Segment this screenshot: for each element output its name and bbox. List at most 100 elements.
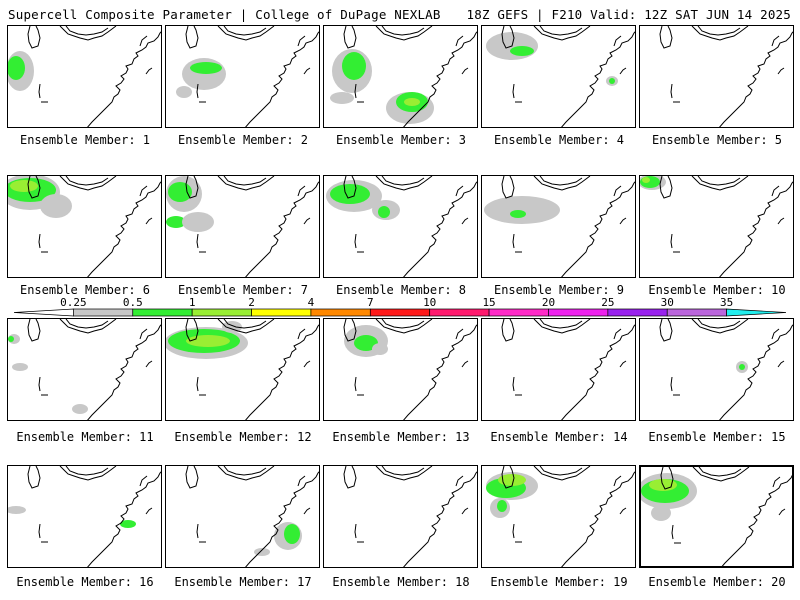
ensemble-map (343, 319, 477, 420)
ensemble-map (326, 176, 477, 277)
ensemble-panel-10[interactable] (639, 175, 794, 278)
scp-contour (166, 216, 186, 228)
ensemble-panel-4[interactable] (481, 25, 636, 128)
scp-contour (10, 180, 38, 192)
cape-outline (613, 35, 627, 75)
scp-contour (8, 336, 14, 342)
scp-contour (284, 524, 300, 544)
great-lakes-outline (501, 319, 591, 342)
colorbar-segment (607, 308, 668, 317)
scp-contour (510, 210, 526, 218)
run-valid-time: 18Z GEFS | F210 Valid: 12Z SAT JUN 14 20… (466, 7, 791, 22)
ensemble-panel-1[interactable] (7, 25, 162, 128)
ensemble-panel-5[interactable] (639, 25, 794, 128)
cape-outline (297, 35, 311, 75)
colorbar-segment (429, 308, 490, 317)
coastline (561, 181, 635, 277)
scp-contour (510, 46, 534, 56)
cape-outline (455, 35, 469, 75)
ensemble-panel-16[interactable] (7, 465, 162, 568)
ensemble-panel-19[interactable] (481, 465, 636, 568)
ensemble-map (166, 176, 319, 277)
great-lakes-outline (659, 319, 749, 342)
colorbar-tick-label: 35 (719, 296, 734, 309)
cape-outline (613, 328, 627, 368)
scp-contour (8, 506, 26, 514)
ensemble-panel-8[interactable] (323, 175, 478, 278)
colorbar-segment (132, 308, 193, 317)
colorbar-tick-label: 4 (307, 296, 315, 309)
ensemble-member-label: Ensemble Member: 11 (16, 430, 154, 444)
ensemble-map (486, 26, 635, 127)
great-lakes-outline (343, 466, 433, 489)
scp-contour (12, 363, 28, 371)
lake-island (38, 523, 48, 543)
great-lakes-outline (501, 26, 591, 49)
great-lakes-outline (27, 176, 117, 199)
ensemble-member-label: Ensemble Member: 15 (648, 430, 786, 444)
cape-outline (772, 476, 786, 516)
lake-island (354, 376, 364, 396)
cape-outline (139, 185, 153, 225)
coastline (721, 474, 792, 566)
ensemble-panel-14[interactable] (481, 318, 636, 421)
ensemble-panel-18[interactable] (323, 465, 478, 568)
scp-contour (498, 474, 526, 486)
ensemble-member-label: Ensemble Member: 3 (335, 133, 467, 147)
ensemble-map (8, 176, 161, 277)
cape-outline (613, 185, 627, 225)
ensemble-map (640, 176, 793, 277)
cape-outline (455, 328, 469, 368)
cape-outline (139, 475, 153, 515)
scp-contour (651, 505, 671, 521)
scp-contour (168, 182, 192, 202)
scp-contour (642, 177, 650, 183)
scp-contour (484, 196, 560, 224)
ensemble-map (659, 26, 793, 127)
scp-contour (222, 321, 242, 333)
coastline (719, 324, 793, 420)
ensemble-map (166, 319, 319, 420)
scp-contour (609, 78, 615, 84)
cape-outline (455, 475, 469, 515)
ensemble-panel-3[interactable] (323, 25, 478, 128)
ensemble-panel-13[interactable] (323, 318, 478, 421)
lake-island (512, 233, 522, 253)
ensemble-map (501, 319, 635, 420)
lake-island (38, 83, 48, 103)
ensemble-member-label: Ensemble Member: 4 (493, 133, 625, 147)
coastline (87, 181, 161, 277)
coastline (403, 31, 477, 127)
ensemble-map (176, 26, 319, 127)
cape-outline (297, 185, 311, 225)
great-lakes-outline (27, 26, 117, 49)
ensemble-map (330, 26, 477, 127)
lake-island (196, 233, 206, 253)
ensemble-map (484, 176, 635, 277)
ensemble-panel-2[interactable] (165, 25, 320, 128)
scp-contour (330, 92, 354, 104)
cape-outline (613, 475, 627, 515)
ensemble-panel-17[interactable] (165, 465, 320, 568)
colorbar-segment (666, 308, 727, 317)
great-lakes-outline (185, 176, 275, 199)
great-lakes-outline (660, 467, 750, 490)
ensemble-panel-11[interactable] (7, 318, 162, 421)
great-lakes-outline (501, 176, 591, 199)
ensemble-member-label: Ensemble Member: 10 (648, 283, 786, 297)
ensemble-map (8, 26, 161, 127)
scp-contour (182, 212, 214, 232)
ensemble-panel-9[interactable] (481, 175, 636, 278)
ensemble-panel-7[interactable] (165, 175, 320, 278)
ensemble-map (8, 319, 161, 420)
ensemble-panel-15[interactable] (639, 318, 794, 421)
scp-contour (190, 62, 222, 74)
ensemble-panel-20[interactable] (639, 465, 794, 568)
ensemble-member-label: Ensemble Member: 19 (490, 575, 628, 589)
ensemble-panel-6[interactable] (7, 175, 162, 278)
ensemble-panel-12[interactable] (165, 318, 320, 421)
lake-island (512, 523, 522, 543)
cape-outline (139, 328, 153, 368)
lake-island (354, 523, 364, 543)
lake-island (38, 376, 48, 396)
